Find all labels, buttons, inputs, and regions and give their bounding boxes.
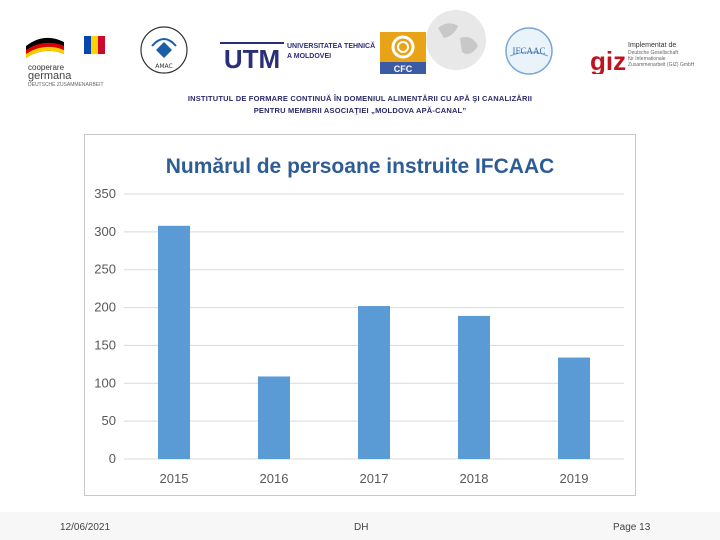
utm-mark: UTM (224, 44, 280, 74)
cooperare-line1: cooperare (28, 63, 65, 72)
y-tick-label-300: 300 (94, 224, 116, 239)
amac-logo: AMAC (138, 24, 190, 76)
giz-line2: Deutsche Gesellschaft (628, 50, 679, 56)
globe-icon (424, 8, 488, 72)
footer-date: 12/06/2021 (60, 522, 111, 533)
y-tick-label-50: 50 (102, 413, 116, 428)
logo-row: cooperare germana DEUTSCHE ZUSAMMENARBEI… (0, 0, 720, 90)
x-tick-label-2018: 2018 (460, 471, 489, 486)
ifcaac-label: IFCAAC (512, 46, 545, 56)
chart-title: Numărul de persoane instruite IFCAAC (165, 155, 555, 178)
y-tick-label-350: 350 (94, 186, 116, 201)
x-tick-label-2017: 2017 (360, 471, 389, 486)
cfc-label: CFC (394, 64, 413, 74)
bar-2016 (258, 376, 290, 459)
utm-text: UNIVERSITATEA TEHNICĂ A MOLDOVEI (287, 42, 375, 62)
amac-label: AMAC (155, 63, 172, 70)
x-tick-label-2016: 2016 (260, 471, 289, 486)
flags-icon (26, 36, 105, 58)
x-tick-label-2019: 2019 (560, 471, 589, 486)
bar-2017 (358, 306, 390, 459)
ifcaac-logo: IFCAAC (504, 26, 554, 76)
giz-line1: Implementat de (628, 42, 677, 49)
y-tick-label-0: 0 (109, 451, 116, 466)
y-tick-label-250: 250 (94, 262, 116, 277)
cooperare-line2: germana (28, 70, 72, 82)
footer-page: Page 13 (613, 522, 651, 533)
y-tick-label-100: 100 (94, 375, 116, 390)
giz-line3: für Internationale (628, 56, 666, 62)
x-tick-label-2015: 2015 (160, 471, 189, 486)
bar-layer (158, 225, 590, 459)
giz-line4: Zusammenarbeit (GIZ) GmbH (628, 62, 695, 68)
institute-title-line2: PENTRU MEMBRII ASOCIAŢIEI „MOLDOVA APĂ-C… (253, 106, 467, 115)
cooperare-germana-logo: cooperare germana DEUTSCHE ZUSAMMENARBEI… (24, 32, 114, 88)
footer-center: DH (354, 522, 369, 533)
bar-2018 (458, 315, 490, 459)
y-tick-label-200: 200 (94, 300, 116, 315)
y-tick-label-150: 150 (94, 337, 116, 352)
giz-text: Implementat de Deutsche Gesellschaft für… (628, 42, 694, 68)
utm-line1: UNIVERSITATEA TEHNICĂ (287, 43, 376, 50)
footer-bar (0, 512, 720, 540)
cooperare-line3: DEUTSCHE ZUSAMMENARBEIT (28, 82, 104, 88)
label-layer: 0 50 100 150 200 250 300 350 2015 2016 2017 2018 201… (94, 186, 588, 486)
bar-2015 (158, 225, 190, 459)
giz-logo: giz (590, 44, 630, 76)
utm-line2: A MOLDOVEI (287, 53, 332, 60)
bar-2019 (558, 357, 590, 459)
giz-mark: giz (590, 46, 626, 74)
institute-title-line1: INSTITUTUL DE FORMARE CONTINUĂ ÎN DOMENI… (187, 94, 533, 103)
cfc-logo: CFC (380, 32, 426, 74)
utm-logo: UTM (218, 38, 288, 74)
bar-chart: 0 50 100 150 200 250 300 350 2015 2016 2017 2018 201… (94, 186, 624, 486)
